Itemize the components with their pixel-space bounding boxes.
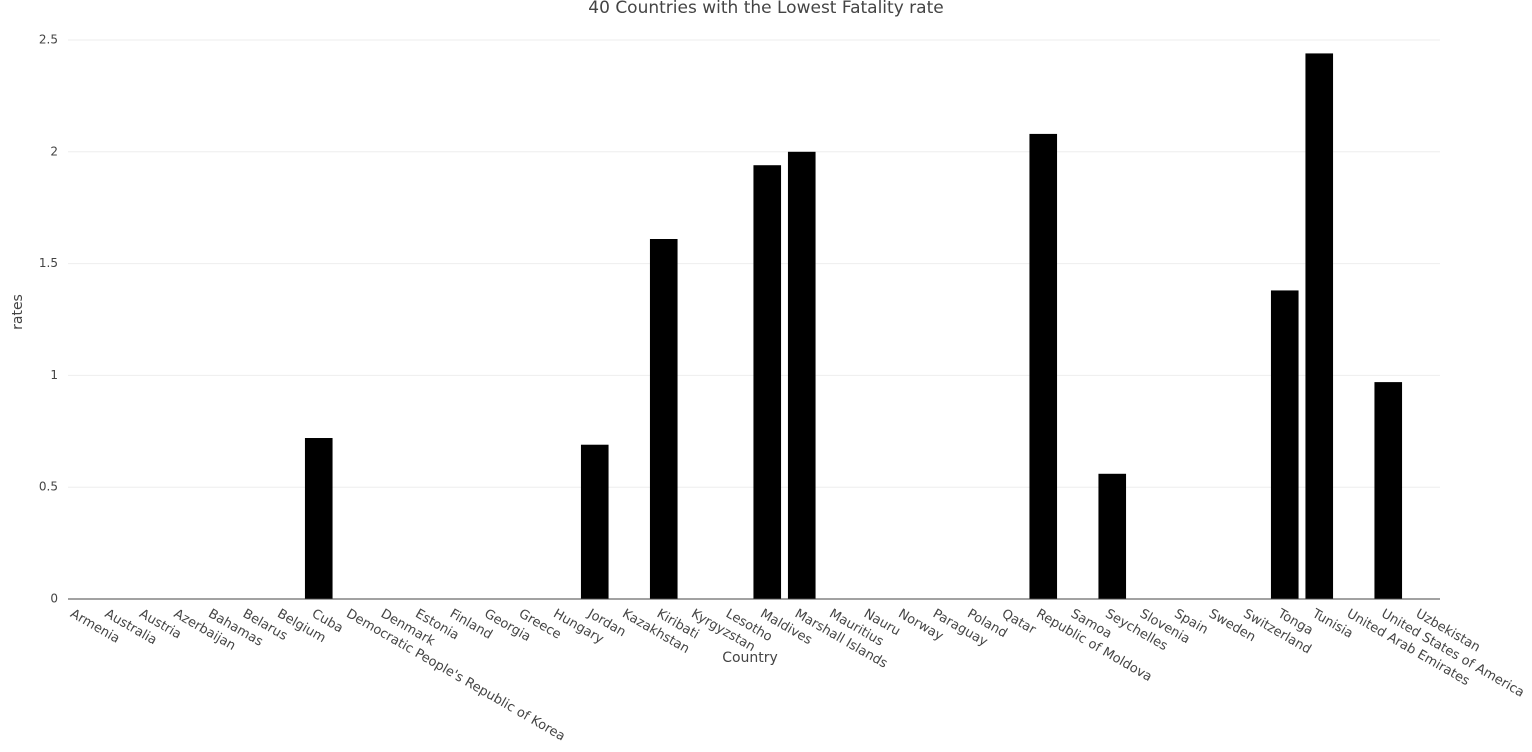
bar [1029,133,1058,600]
y-tick-label: 1 [50,368,58,382]
y-tick-label: 2 [50,144,58,158]
x-axis-title: Country [722,650,778,666]
bar [1374,382,1403,599]
y-axis-title: rates [10,294,26,330]
bar [304,438,333,599]
y-tick-label: 0.5 [39,480,58,494]
bar [649,239,678,599]
y-tick-label: 0 [50,592,58,606]
bar [753,165,782,599]
bar [1098,473,1127,599]
x-tick-label: United States of America [1379,607,1527,701]
y-tick-label: 1.5 [39,256,58,270]
bar [1270,290,1299,599]
chart-title: 40 Countries with the Lowest Fatality ra… [588,0,943,18]
bar [1305,53,1334,599]
y-tick-label: 2.5 [39,33,58,47]
bar [787,151,816,600]
bar [580,444,609,599]
